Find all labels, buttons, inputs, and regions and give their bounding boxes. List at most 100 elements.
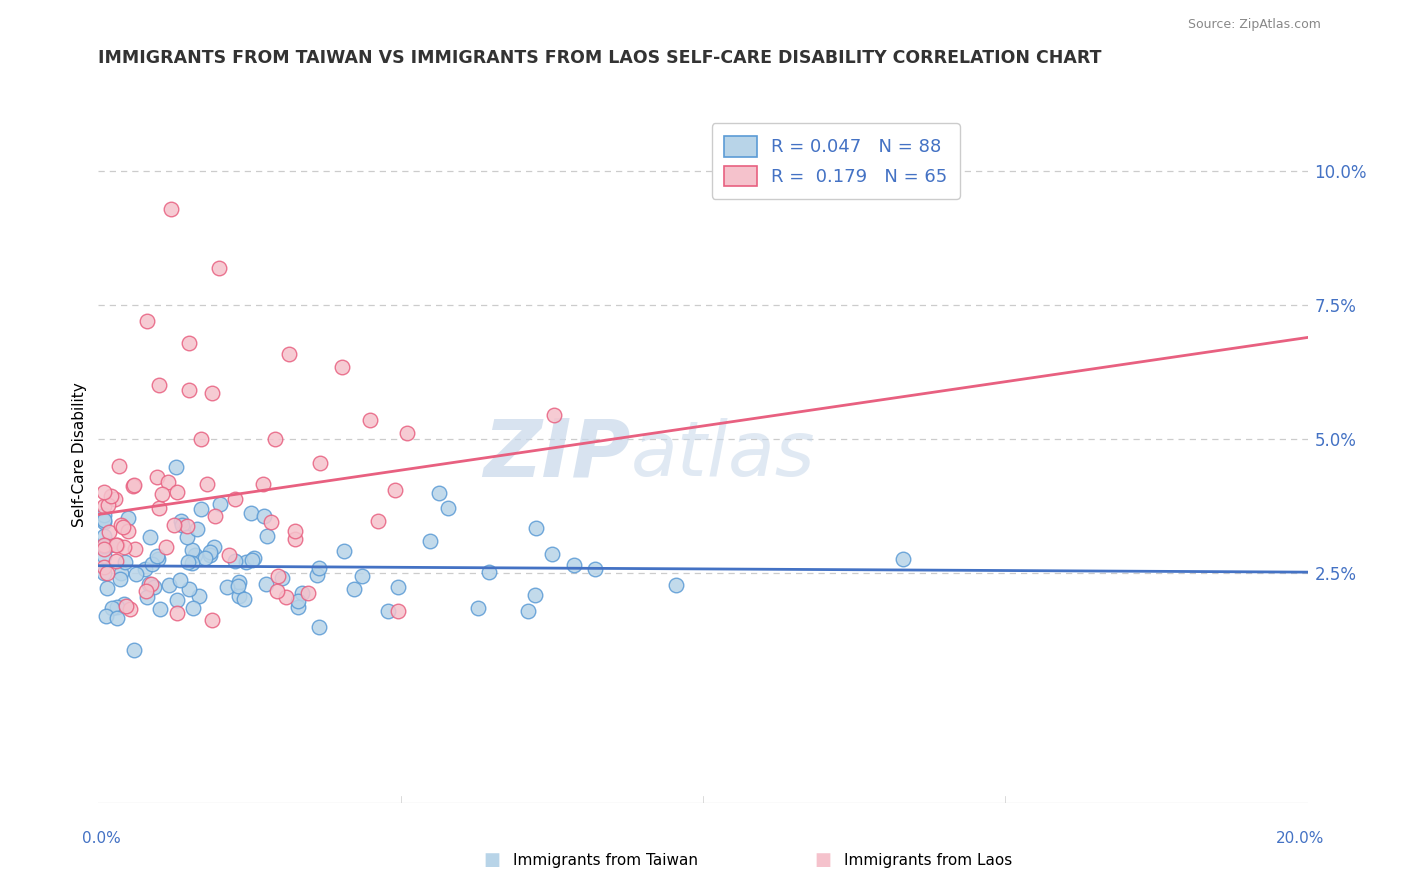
Point	[176, 519, 198, 533]
Point	[309, 456, 332, 470]
Point	[115, 599, 138, 614]
Point	[208, 260, 231, 275]
Point	[377, 604, 399, 618]
Text: Source: ZipAtlas.com: Source: ZipAtlas.com	[1188, 19, 1322, 31]
Point	[240, 553, 263, 567]
Point	[197, 476, 219, 491]
Point	[96, 582, 118, 596]
Point	[100, 489, 122, 503]
Point	[148, 551, 170, 566]
Text: Immigrants from Laos: Immigrants from Laos	[844, 854, 1012, 868]
Point	[477, 565, 499, 579]
Point	[333, 543, 356, 558]
Point	[96, 566, 118, 581]
Point	[367, 514, 389, 528]
Point	[242, 550, 264, 565]
Point	[148, 378, 170, 392]
Point	[893, 552, 915, 566]
Point	[93, 549, 115, 563]
Point	[208, 497, 231, 511]
Point	[200, 545, 222, 559]
Point	[287, 594, 309, 608]
Point	[190, 502, 212, 516]
Point	[395, 426, 418, 441]
Point	[270, 571, 292, 585]
Point	[110, 518, 132, 533]
Point	[93, 560, 115, 574]
Point	[146, 549, 169, 564]
Point	[183, 548, 205, 562]
Point	[419, 533, 441, 548]
Point	[105, 538, 128, 552]
Point	[112, 541, 135, 555]
Point	[166, 485, 188, 500]
Point	[240, 506, 263, 520]
Point	[110, 566, 132, 580]
Point	[187, 589, 209, 603]
Point	[155, 540, 177, 554]
Point	[141, 558, 163, 572]
Point	[384, 483, 406, 497]
Point	[117, 524, 139, 539]
Point	[427, 486, 450, 500]
Point	[150, 487, 173, 501]
Point	[201, 613, 224, 627]
Point	[105, 600, 128, 615]
Point	[176, 555, 198, 569]
Point	[93, 500, 115, 514]
Y-axis label: Self-Care Disability: Self-Care Disability	[72, 383, 87, 527]
Text: 20.0%: 20.0%	[1277, 831, 1324, 846]
Point	[297, 586, 319, 600]
Point	[166, 607, 188, 621]
Point	[97, 499, 120, 513]
Point	[181, 542, 204, 557]
Point	[543, 409, 565, 423]
Point	[98, 525, 121, 540]
Point	[583, 561, 606, 575]
Point	[330, 360, 353, 375]
Point	[145, 470, 167, 484]
Point	[190, 433, 212, 447]
Point	[256, 528, 278, 542]
Point	[94, 608, 117, 623]
Text: 0.0%: 0.0%	[82, 831, 121, 846]
Point	[138, 577, 160, 591]
Point	[226, 579, 249, 593]
Point	[112, 597, 135, 611]
Point	[111, 519, 134, 533]
Point	[181, 601, 204, 615]
Point	[233, 591, 256, 606]
Point	[105, 611, 128, 625]
Point	[516, 604, 538, 618]
Point	[143, 581, 166, 595]
Point	[169, 573, 191, 587]
Point	[524, 521, 547, 535]
Point	[467, 601, 489, 615]
Point	[194, 550, 217, 565]
Point	[181, 556, 204, 570]
Point	[122, 478, 145, 492]
Point	[235, 555, 257, 569]
Point	[198, 548, 221, 562]
Text: ■: ■	[814, 851, 831, 869]
Point	[93, 513, 115, 527]
Point	[291, 585, 314, 599]
Point	[93, 542, 115, 557]
Point	[157, 475, 180, 490]
Point	[284, 524, 307, 538]
Text: ZIP: ZIP	[484, 416, 630, 494]
Legend: R = 0.047   N = 88, R =  0.179   N = 65: R = 0.047 N = 88, R = 0.179 N = 65	[711, 123, 960, 199]
Point	[93, 538, 115, 552]
Point	[284, 532, 307, 546]
Point	[436, 500, 458, 515]
Point	[308, 560, 330, 574]
Point	[93, 515, 115, 529]
Point	[179, 582, 201, 597]
Point	[139, 531, 162, 545]
Point	[134, 562, 156, 576]
Point	[254, 577, 277, 591]
Point	[114, 555, 136, 569]
Point	[179, 384, 201, 398]
Point	[343, 582, 366, 597]
Point	[120, 602, 142, 616]
